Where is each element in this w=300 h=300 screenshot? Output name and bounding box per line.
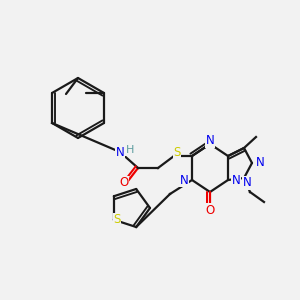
Text: N: N — [256, 157, 264, 169]
Text: S: S — [113, 213, 121, 226]
Text: N: N — [206, 134, 214, 148]
Text: N: N — [232, 173, 240, 187]
Text: N: N — [180, 173, 188, 187]
Text: O: O — [206, 203, 214, 217]
Text: S: S — [173, 146, 181, 160]
Text: N: N — [116, 146, 124, 158]
Text: N: N — [243, 176, 251, 190]
Text: H: H — [126, 145, 134, 155]
Text: O: O — [119, 176, 129, 190]
